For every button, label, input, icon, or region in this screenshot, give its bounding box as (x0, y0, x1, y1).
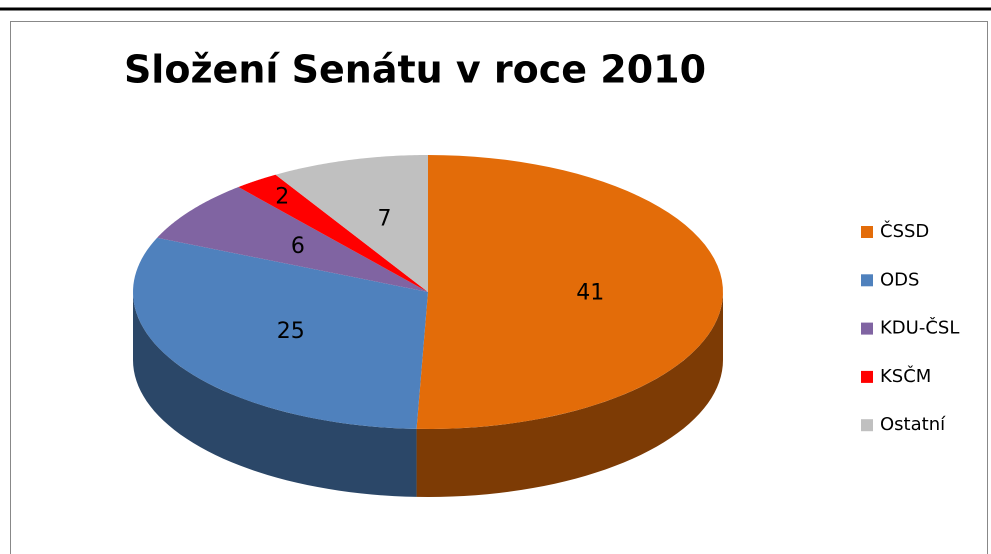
legend-swatch (861, 226, 873, 238)
data-label: 41 (576, 280, 604, 305)
slice-side (416, 292, 723, 497)
legend-swatch (861, 419, 873, 432)
slice (238, 174, 428, 292)
data-label: 25 (277, 319, 305, 344)
legend-label: ČSSD (880, 220, 929, 242)
legend-swatch (861, 322, 873, 335)
legend-swatch (861, 274, 873, 287)
legend-label: KDU-ČSL (880, 317, 959, 339)
data-label: 6 (291, 234, 305, 259)
slice (416, 155, 723, 429)
slice (157, 187, 428, 292)
slice (133, 237, 428, 429)
legend-label: Ostatní (880, 414, 946, 435)
slice-side (133, 292, 417, 497)
data-label: 2 (275, 184, 289, 209)
legend-swatch (861, 370, 873, 383)
chart-border (10, 21, 988, 554)
slice (275, 155, 428, 292)
data-label: 7 (377, 206, 391, 231)
legend-label: KSČM (880, 365, 931, 387)
legend-label: ODS (880, 269, 919, 290)
chart-title: Složení Senátu v roce 2010 (124, 48, 706, 92)
